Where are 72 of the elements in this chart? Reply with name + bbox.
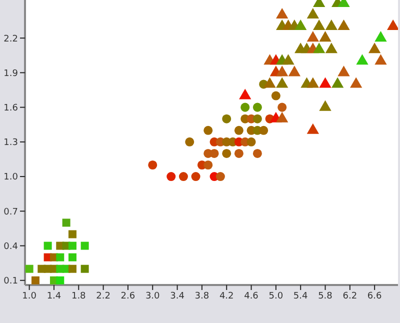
point — [62, 218, 70, 227]
x-tick-label: 1.0 — [22, 291, 37, 302]
point — [80, 242, 89, 250]
point — [278, 102, 287, 112]
point — [325, 20, 338, 30]
x-tick-label: 1.4 — [46, 291, 62, 302]
point — [332, 77, 344, 88]
point — [68, 253, 76, 262]
point — [386, 20, 398, 30]
point — [246, 137, 256, 146]
x-tick-label: 6.6 — [367, 291, 382, 302]
point — [234, 148, 244, 158]
point — [294, 20, 307, 30]
point — [204, 160, 213, 170]
point — [306, 31, 319, 42]
point — [252, 148, 262, 158]
point — [56, 276, 64, 284]
point — [319, 100, 332, 111]
point — [80, 264, 89, 273]
x-tick-label: 4.2 — [219, 291, 234, 302]
point — [44, 242, 52, 250]
point — [271, 91, 280, 100]
y-tick-label: 1.0 — [4, 172, 18, 183]
point — [148, 160, 158, 170]
y-tick-label: 1.9 — [4, 68, 18, 79]
x-tick-label: 4.6 — [244, 291, 259, 302]
point — [338, 66, 350, 76]
x-tick-label: 2.6 — [120, 291, 136, 302]
point — [276, 77, 288, 88]
point — [56, 253, 64, 262]
point — [185, 137, 194, 146]
point — [282, 54, 294, 65]
point — [216, 172, 225, 182]
x-tick-label: 2.2 — [96, 291, 110, 302]
x-tick-label: 5.8 — [318, 291, 333, 302]
point — [374, 54, 387, 65]
point — [276, 66, 288, 76]
point — [239, 88, 252, 100]
point — [252, 102, 262, 112]
point — [306, 123, 319, 134]
y-tick-label: 0.7 — [4, 207, 18, 218]
x-tick-label: 5.4 — [293, 291, 308, 302]
y-tick-label: 1.6 — [4, 104, 18, 114]
point — [276, 8, 288, 19]
point — [288, 66, 300, 76]
x-tick-label: 1.8 — [71, 291, 86, 302]
point — [191, 172, 200, 182]
point — [306, 8, 319, 19]
x-tick-label: 6.2 — [342, 291, 358, 302]
point — [204, 126, 213, 135]
point — [222, 148, 232, 158]
point — [313, 42, 326, 54]
y-tick-label: 0.4 — [4, 242, 18, 252]
point — [25, 264, 34, 273]
point — [276, 112, 288, 122]
point — [350, 77, 362, 88]
point — [234, 126, 244, 135]
point — [166, 172, 176, 182]
point — [178, 172, 188, 182]
x-tick-label: 3.8 — [194, 291, 210, 302]
point — [325, 42, 338, 54]
point — [240, 102, 250, 112]
x-tick-label: 5.0 — [268, 291, 284, 302]
y-tick-label: 0.1 — [4, 276, 18, 287]
point — [313, 20, 326, 30]
x-tick-label: 3.4 — [170, 291, 185, 302]
y-tick-label: 1.3 — [4, 138, 18, 148]
point — [259, 126, 268, 135]
point — [319, 77, 332, 88]
point — [68, 242, 76, 250]
x-tick-label: 3.0 — [145, 291, 160, 302]
y-tick-label: 2.2 — [4, 34, 18, 44]
